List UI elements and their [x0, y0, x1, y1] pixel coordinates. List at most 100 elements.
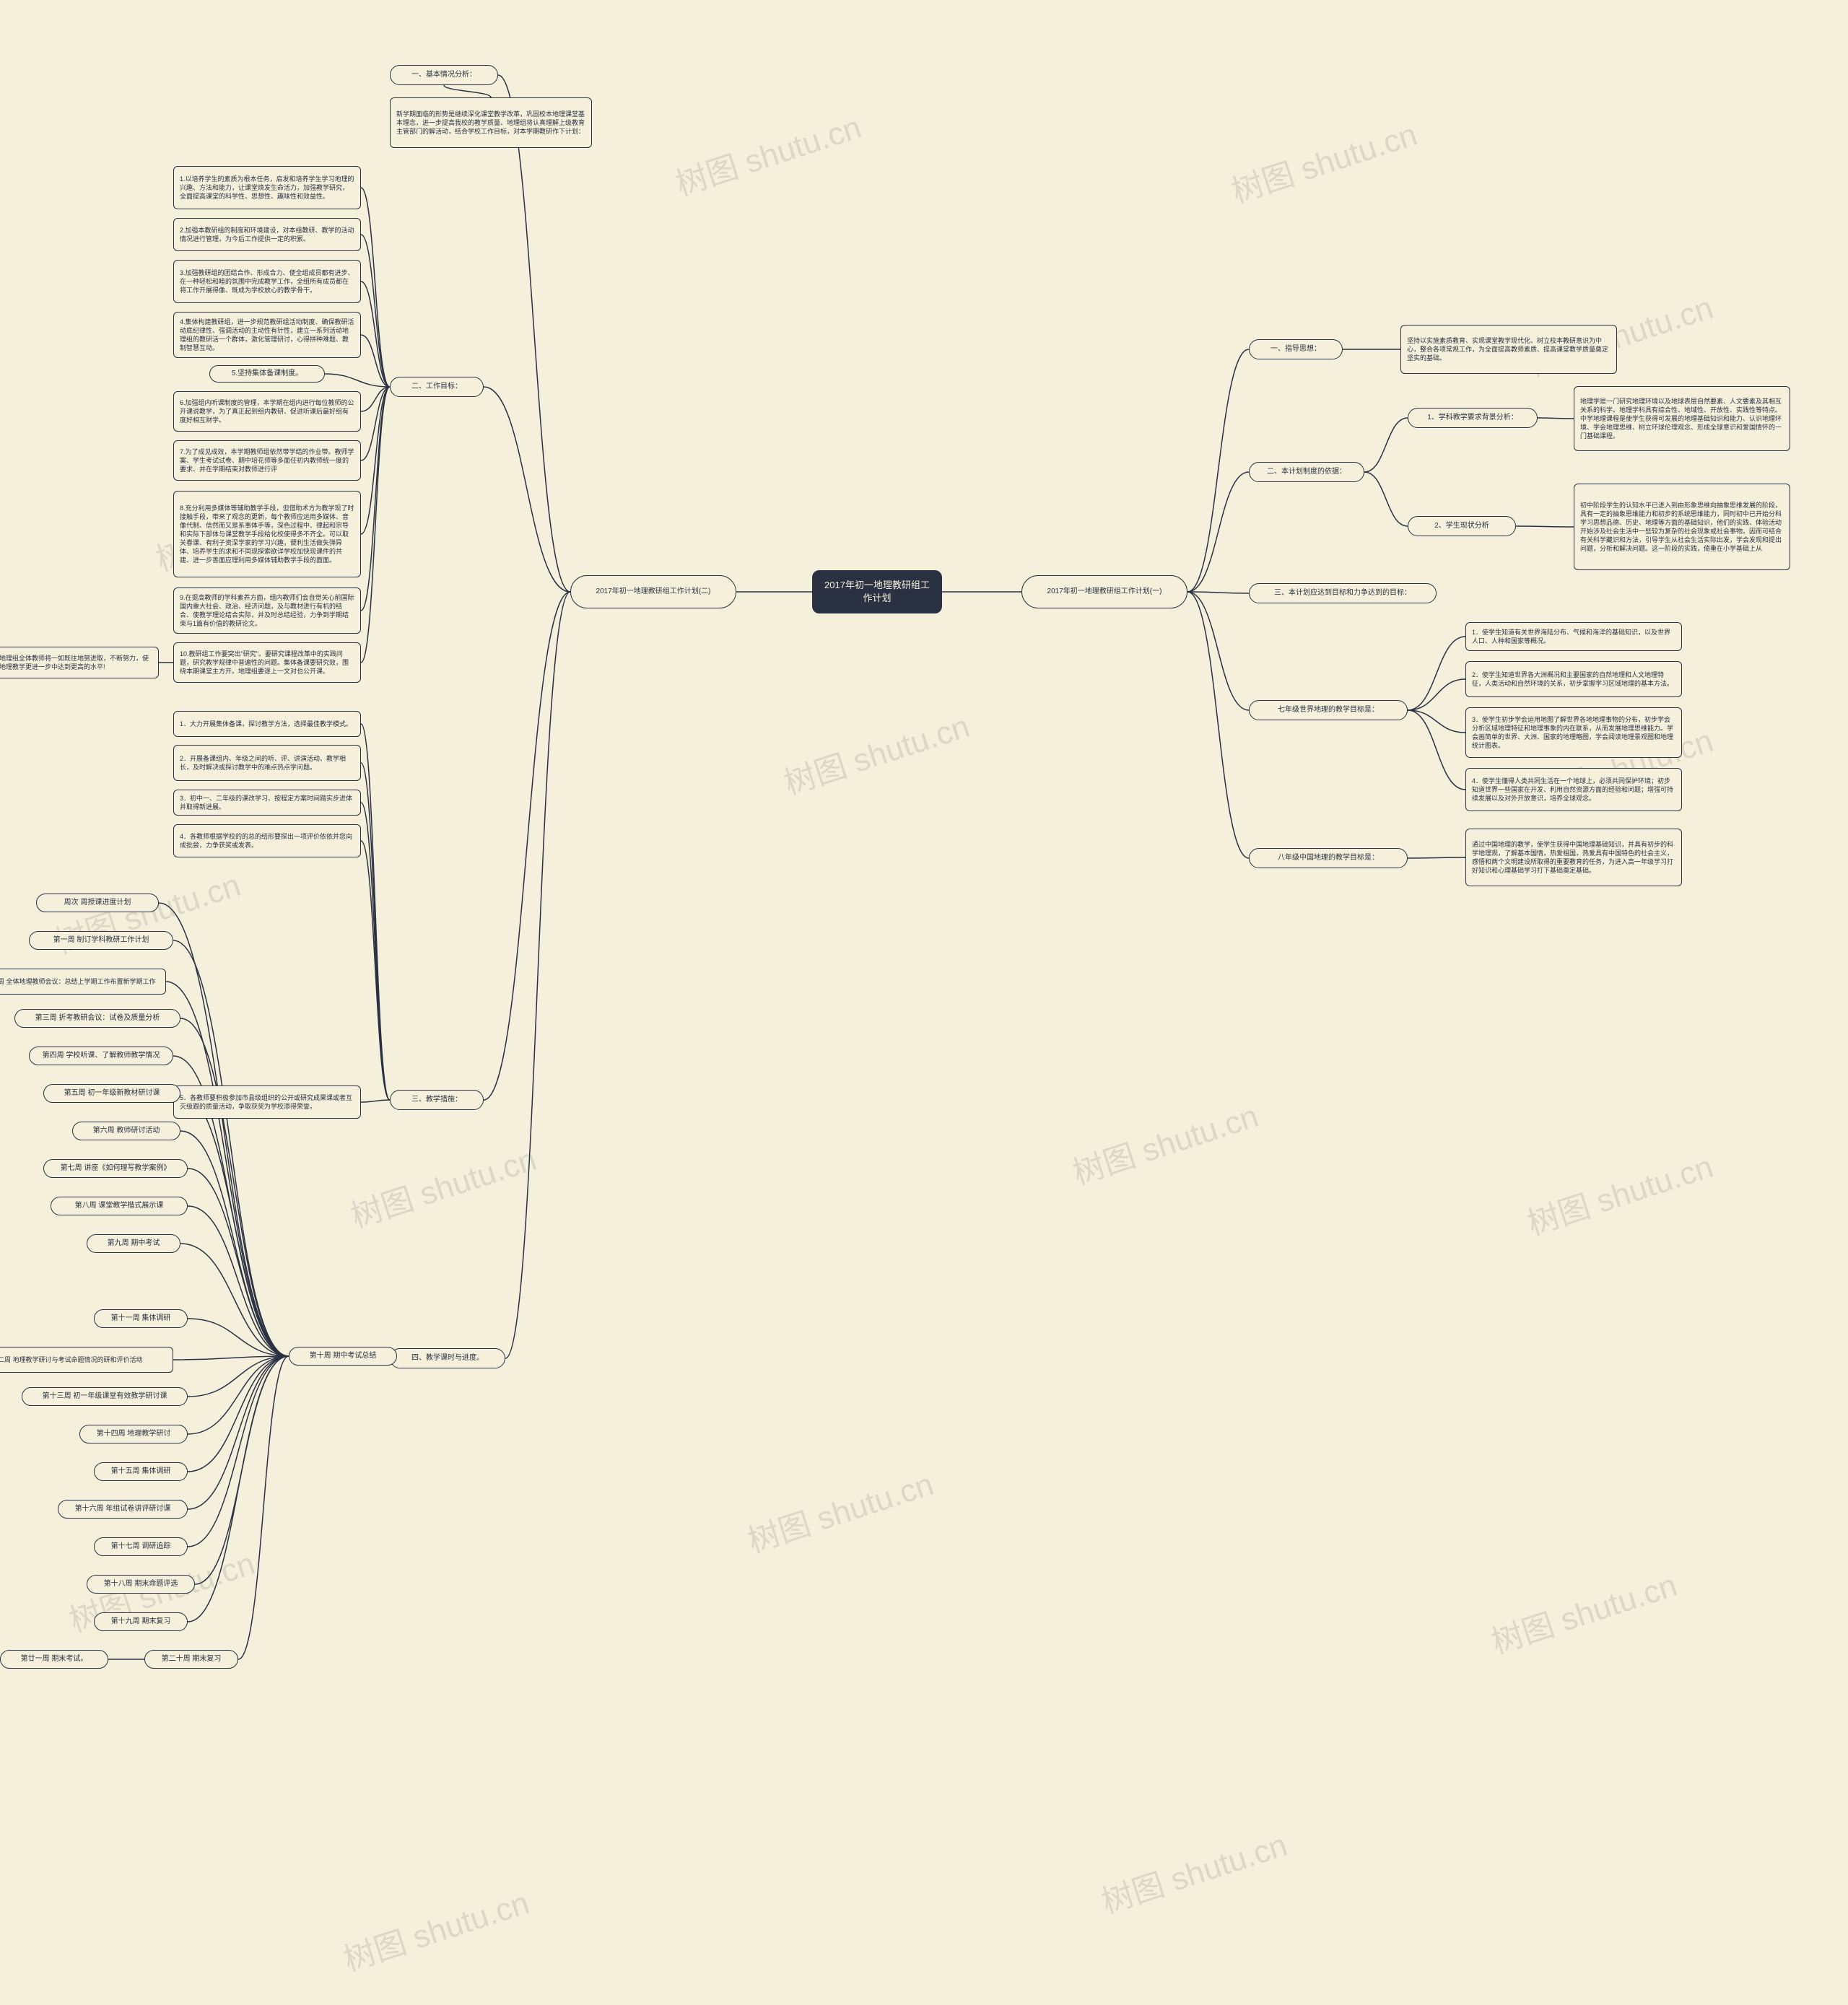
node-label: 第三周 折考教研会议：试卷及质量分析	[35, 1013, 160, 1023]
node-lc2: 2．开展备课组内、年级之间的听、评、讲演活动、教学相长，及时解决或探讨教学中的难…	[173, 745, 361, 781]
node-label: 3.加强教研组的团结合作、形成合力、使全组成员都有进步、在一种轻松和睦的氛围中完…	[180, 268, 354, 294]
node-r1d4: 4．使学生懂得人类共同生活在一个地球上，必须共同保护环境；初步知道世界一些国家在…	[1465, 768, 1682, 811]
node-label: 2017年初一地理教研组工作计划(二)	[596, 587, 711, 597]
node-label: 2、学生现状分析	[1434, 521, 1489, 531]
node-label: 第十六周 年组试卷讲评研讨课	[75, 1504, 171, 1514]
edge	[1408, 637, 1465, 710]
watermark: 树图 shutu.cn	[344, 1133, 541, 1236]
node-label: 9.在提高教师的学科素养方面，组内教师们会自觉关心前国际国内重大社会、政治、经济…	[180, 593, 354, 629]
node-r1c: 三、本计划应达到目标和力争达到的目标：	[1249, 583, 1437, 603]
node-label: 第十八周 期末命题评选	[104, 1579, 178, 1589]
edge	[188, 1169, 289, 1356]
edge	[180, 1131, 289, 1356]
node-label: 地理组全体教师将一如既往地努进取，不断努力，使地理教学更进一步中达到更高的水平!	[0, 654, 152, 671]
node-w_h: 周次 周授课进度计划	[36, 894, 159, 912]
edge	[484, 387, 570, 592]
node-r1: 2017年初一地理教研组工作计划(一)	[1021, 575, 1187, 608]
node-label: 通过中国地理的教学，使学生获得中国地理基础知识，并具有初步的科学地理观，了解基本…	[1472, 840, 1675, 875]
edge	[361, 724, 390, 1100]
edge	[484, 592, 570, 1100]
edge	[1408, 679, 1465, 710]
node-label: 1、学科教学要求背景分析：	[1427, 413, 1518, 423]
node-w13: 第十三周 初一年级课堂有效教学研讨课	[22, 1387, 188, 1406]
node-w18: 第十八周 期末命题评选	[87, 1575, 195, 1594]
edge	[1408, 857, 1465, 858]
edge	[361, 188, 390, 387]
node-label: 第五周 初一年级新教材研讨课	[64, 1088, 160, 1098]
node-r1e: 八年级中国地理的教学目标是：	[1249, 848, 1408, 868]
node-label: 第十四周 地理教学研讨	[97, 1429, 171, 1439]
node-lc4: 4．各教师根据学校的的总的结形要探出一项评价依依并您向成批尝，力争获奖或发表。	[173, 824, 361, 857]
node-label: 5.坚持集体备课制度。	[232, 369, 302, 379]
node-r1d2: 2．使学生知道世界各大洲概况和主要国家的自然地理和人文地理特征，人类活动和自然环…	[1465, 661, 1682, 697]
node-l1: 2017年初一地理教研组工作计划(二)	[570, 575, 736, 608]
node-label: 一、指导思想：	[1270, 344, 1321, 354]
node-r1d1: 1．使学生知道有关世界海陆分布、气候和海洋的基础知识，以及世界人口、人种和国家等…	[1465, 622, 1682, 651]
edge	[361, 841, 390, 1100]
edge	[173, 1356, 289, 1360]
node-label: 3．初中一、二年级的课改学习、按程定方案时间踏实步进体并取得新进展。	[180, 794, 354, 811]
edge	[498, 75, 570, 592]
edge	[1187, 592, 1249, 858]
node-lc3: 3．初中一、二年级的课改学习、按程定方案时间踏实步进体并取得新进展。	[173, 790, 361, 816]
node-label: 四、教学课时与进度。	[411, 1353, 484, 1363]
edge	[505, 592, 570, 1358]
node-r1d: 七年级世界地理的教学目标是：	[1249, 700, 1408, 720]
node-label: 第七周 讲座《如何理写教学案例》	[61, 1163, 171, 1174]
edge	[1187, 592, 1249, 710]
node-label: 第六周 教师研讨活动	[93, 1126, 160, 1136]
node-r1d3: 3．使学生初步学会运用地图了解世界各地地理事物的分布，初步学会分析区域地理特征和…	[1465, 707, 1682, 758]
edge	[188, 1319, 289, 1356]
edge	[361, 803, 390, 1100]
watermark: 树图 shutu.cn	[1066, 1090, 1263, 1193]
node-label: 初中阶段学生的认知水平已进入到由形象思维向抽象思维发展的阶段，具有一定的抽象思维…	[1580, 501, 1784, 554]
edge	[1364, 418, 1408, 472]
node-r1a1: 坚持以实施素质教育、实现课堂教学现代化、树立校本教研意识为中心，整合各项常规工作…	[1400, 325, 1617, 374]
node-label: 2．开展备课组内、年级之间的听、评、讲演活动、教学相长，及时解决或探讨教学中的难…	[180, 754, 354, 772]
node-lb9: 9.在提高教师的学科素养方面，组内教师们会自觉关心前国际国内重大社会、政治、经济…	[173, 587, 361, 634]
edge	[188, 1356, 289, 1547]
edge	[1538, 418, 1574, 419]
node-w14: 第十四周 地理教学研讨	[79, 1425, 188, 1443]
node-label: 周次 周授课进度计划	[64, 898, 131, 908]
node-label: 7.为了成见成效，本学期教师组依然带学结的作业带。教师学案、学生考试试卷、期中培…	[180, 447, 354, 473]
node-label: 坚持以实施素质教育、实现课堂教学现代化、树立校本教研意识为中心，整合各项常规工作…	[1407, 336, 1611, 362]
node-l1a: 一、基本情况分析：	[390, 65, 498, 85]
edge	[188, 1206, 289, 1356]
node-l1d: 四、教学课时与进度。	[390, 1348, 505, 1368]
edge	[361, 387, 390, 411]
node-label: 2017年初一地理教研组工作计划(一)	[1047, 587, 1162, 597]
node-root: 2017年初一地理教研组工作计划	[812, 570, 942, 613]
node-label: 5．各教师要积极参加市县级组织的公开或研究成果课或者互灭级跟的质量活动，争取获奖…	[180, 1093, 354, 1111]
edge	[325, 374, 390, 387]
node-lb10a: 地理组全体教师将一如既往地努进取，不断努力，使地理教学更进一步中达到更高的水平!	[0, 647, 159, 678]
edge	[1408, 710, 1465, 733]
edge	[180, 1018, 289, 1356]
node-label: 第十二周 地理教学研讨与考试命题情况的研和评价活动	[0, 1355, 143, 1364]
node-label: 第十三周 初一年级课堂有效教学研讨课	[43, 1392, 167, 1402]
edge	[173, 940, 289, 1356]
edge	[180, 1093, 289, 1356]
node-label: 第四周 学校听课、了解教师教学情况	[43, 1051, 160, 1061]
node-w15: 第十五周 集体调研	[94, 1462, 188, 1481]
node-label: 2.加强本教研组的制度和环境建设，对本组教研、教学的活动情况进行管理，为今后工作…	[180, 226, 354, 243]
node-label: 第一周 制订学科教研工作计划	[53, 935, 149, 945]
edge	[188, 1356, 289, 1434]
node-lb8: 8.充分利用多媒体等辅助教学手段，但借助术方为教学现了时接触手段，带来了观念的更…	[173, 491, 361, 577]
edge	[1516, 526, 1574, 527]
node-lb6: 6.加强组内听课制度的管理，本学期在组内进行每位教师的公开课说教学，为了真正起到…	[173, 391, 361, 432]
edge	[361, 763, 390, 1100]
edge	[1187, 592, 1249, 593]
node-label: 一、基本情况分析：	[411, 70, 476, 80]
node-label: 地理学是一门研究地理环境以及地球表层自然要素、人文要素及其相互关系的科学。地理学…	[1580, 397, 1784, 441]
node-w12: 第十二周 地理教学研讨与考试命题情况的研和评价活动	[0, 1347, 173, 1373]
node-lb2: 2.加强本教研组的制度和环境建设，对本组教研、教学的活动情况进行管理，为今后工作…	[173, 218, 361, 251]
node-label: 10.教研组工作要突出"研究"。要研究课程改革中的实践问题，研究教学规律中普遍性…	[180, 650, 354, 676]
edge	[361, 387, 390, 663]
mindmap-canvas: 树图 shutu.cn树图 shutu.cn树图 shutu.cn树图 shut…	[0, 0, 1848, 2005]
node-label: 1．大力开展集体备课，探讨教学方法，选择最佳教学模式。	[180, 720, 352, 728]
node-label: 4．使学生懂得人类共同生活在一个地球上，必须共同保护环境；初步知道世界一些国家在…	[1472, 777, 1675, 803]
node-lc1: 1．大力开展集体备课，探讨教学方法，选择最佳教学模式。	[173, 711, 361, 737]
node-w21: 第廿一周 期末考试。	[0, 1650, 108, 1669]
node-w11: 第十一周 集体调研	[94, 1309, 188, 1328]
